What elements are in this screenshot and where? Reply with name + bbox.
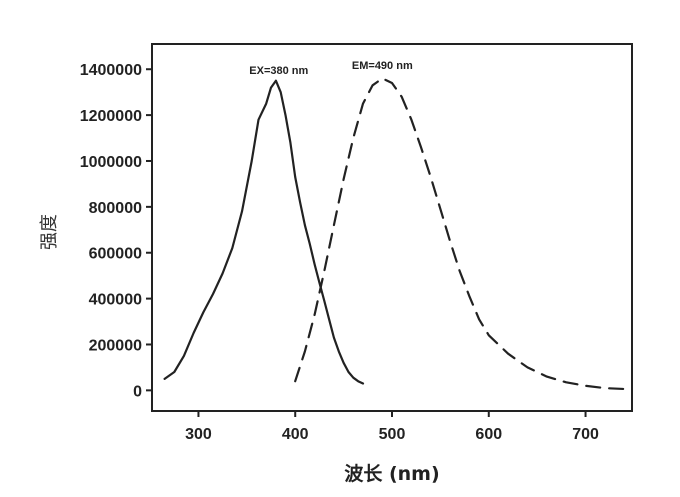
- y-tick-label: 1400000: [80, 62, 142, 79]
- plot-frame: [152, 44, 632, 411]
- emission-annotation: EM=490 nm: [352, 60, 413, 72]
- series-layer: [165, 78, 629, 389]
- y-tick-label: 1200000: [80, 108, 142, 125]
- y-axis-label: 强度: [39, 214, 60, 250]
- y-tick-label: 200000: [89, 337, 142, 354]
- excitation-annotation: EX=380 nm: [249, 65, 308, 77]
- x-tick-label: 600: [475, 426, 502, 443]
- x-axis-ticks: 300 400 500 600 700: [185, 411, 599, 443]
- x-tick-label: 300: [185, 426, 212, 443]
- y-tick-label: 600000: [89, 246, 142, 263]
- y-axis-ticks: 0 200000 400000 600000 800000 1000000 1200000 1…: [80, 62, 152, 400]
- x-tick-label: 700: [572, 426, 599, 443]
- annotation-layer: EX=380 nm EM=490 nm: [249, 60, 413, 77]
- emission-series-line: [295, 78, 629, 389]
- x-axis-label: 波长 (nm): [344, 462, 439, 485]
- x-tick-label: 500: [379, 426, 406, 443]
- y-tick-label: 0: [133, 383, 142, 400]
- y-tick-label: 1000000: [80, 154, 142, 171]
- excitation-series-line: [165, 81, 363, 384]
- y-tick-label: 800000: [89, 200, 142, 217]
- y-tick-label: 400000: [89, 292, 142, 309]
- x-tick-label: 400: [282, 426, 309, 443]
